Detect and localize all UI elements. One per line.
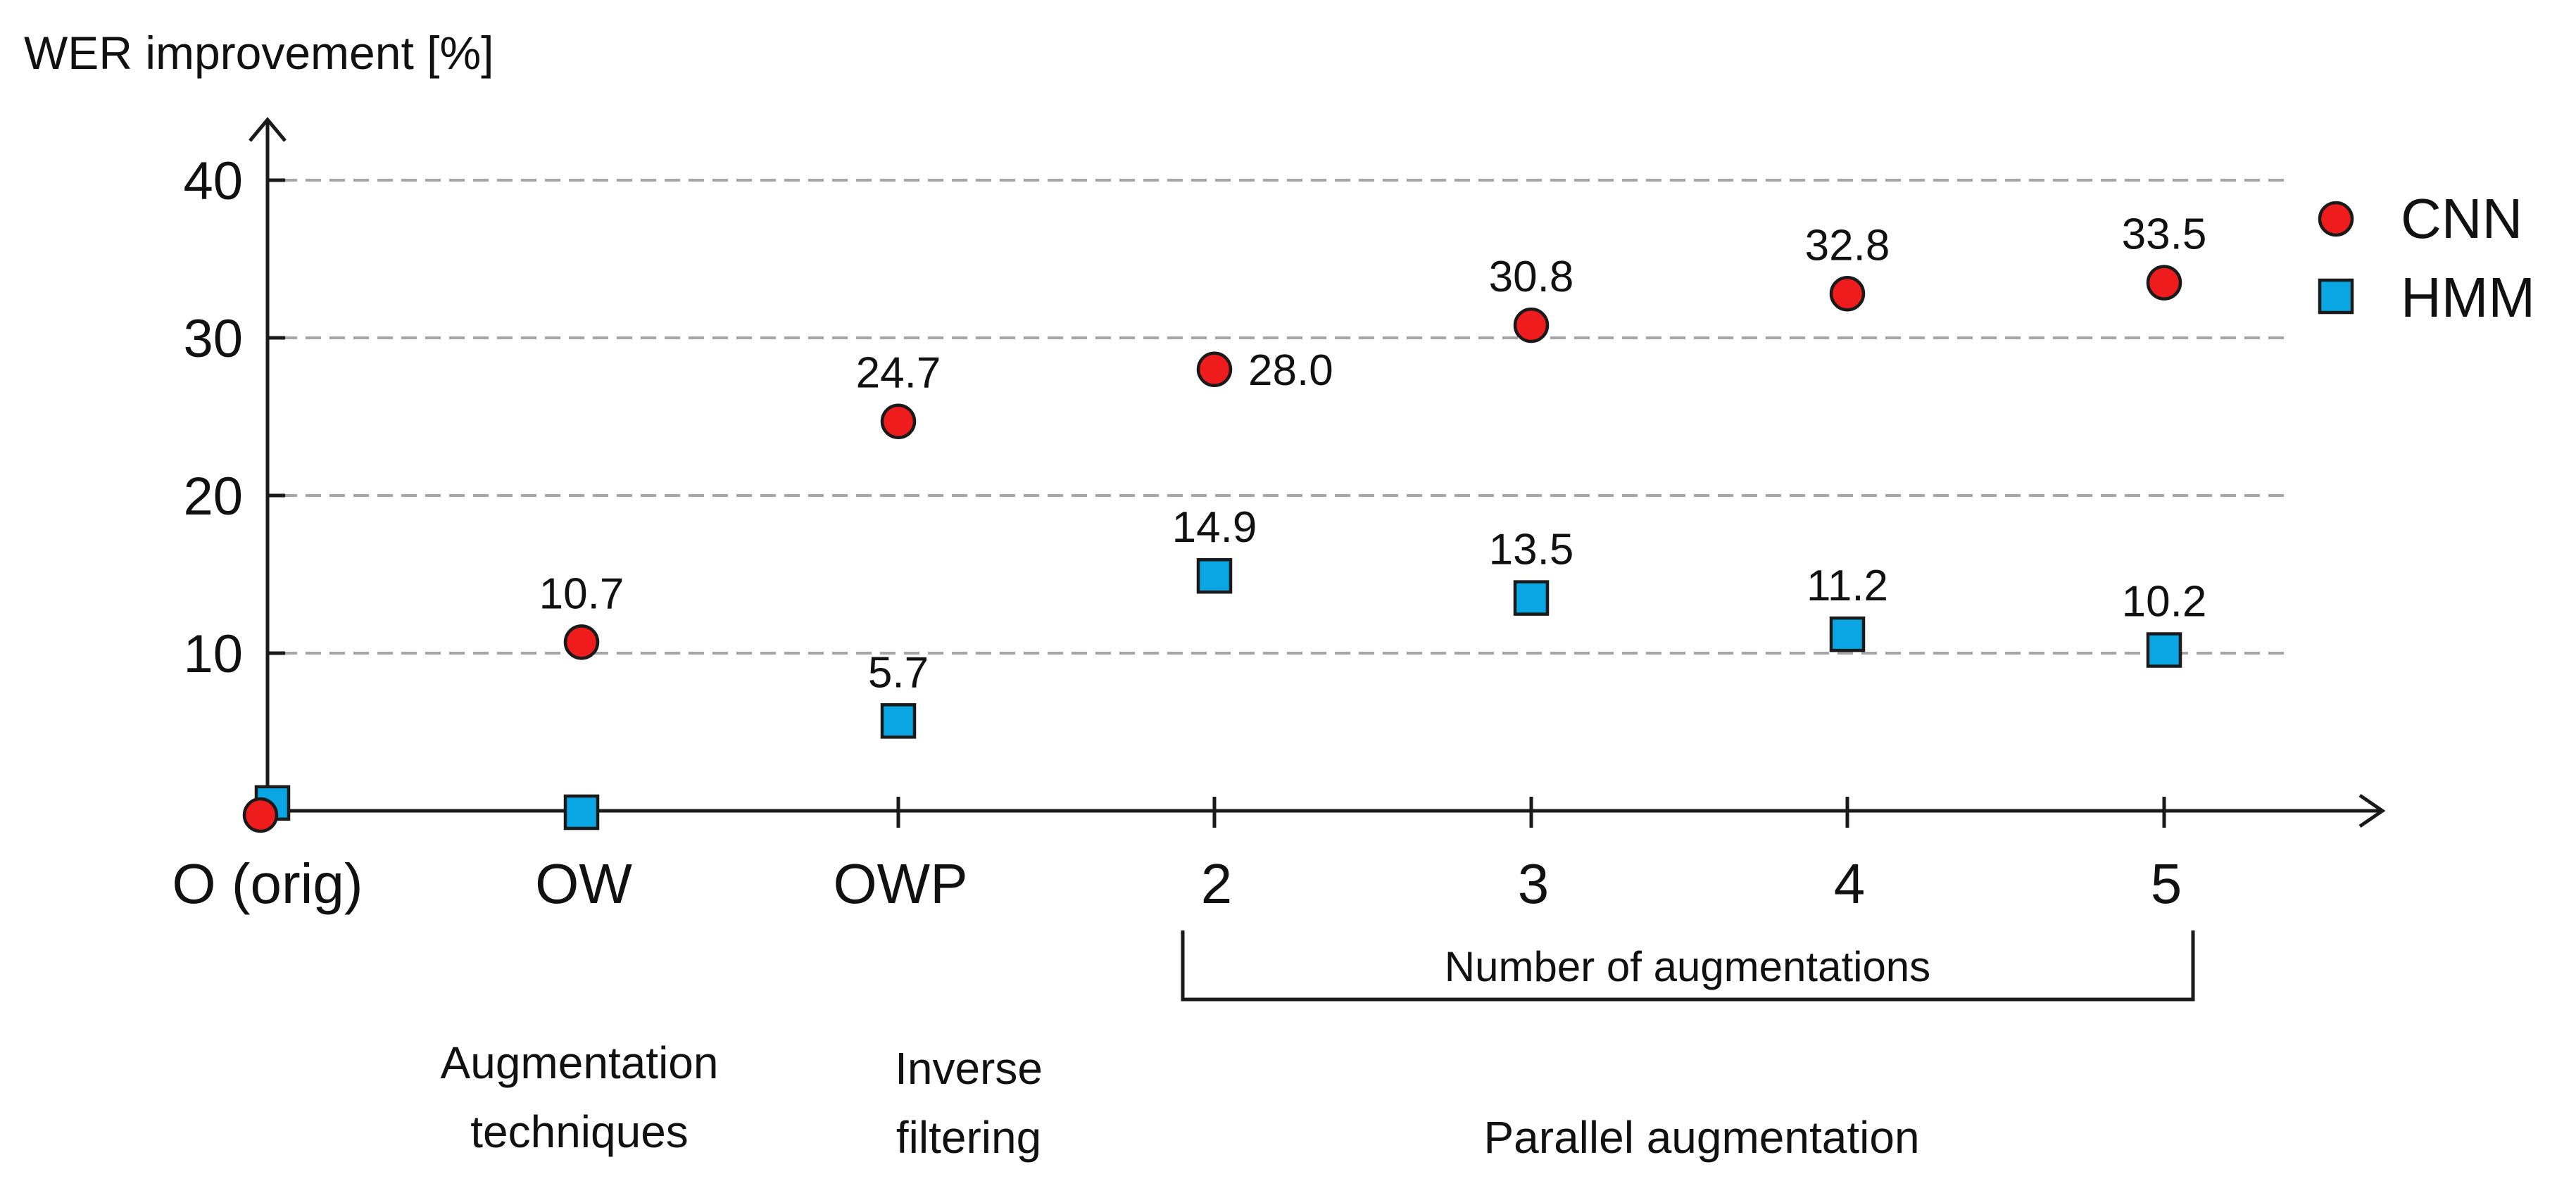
x-tick-label-4: 3 bbox=[1518, 852, 1550, 915]
cnn-point-0 bbox=[242, 797, 279, 833]
hmm-value-label-5: 11.2 bbox=[1807, 562, 1888, 610]
x-tick-label-0: O (orig) bbox=[172, 852, 363, 915]
hmm-value-label-2: 5.7 bbox=[868, 648, 929, 697]
x-tick-label-2: OWP bbox=[833, 852, 967, 915]
hmm-point-2 bbox=[880, 703, 917, 739]
hmm-point-4 bbox=[1513, 580, 1550, 616]
note-augmentation-line2: techniques bbox=[470, 1106, 689, 1157]
hmm-point-1 bbox=[563, 794, 600, 831]
y-ticks: 10 20 30 40 bbox=[183, 151, 285, 684]
cnn-point-4 bbox=[1513, 307, 1550, 343]
hmm-value-label-4: 13.5 bbox=[1489, 526, 1574, 574]
x-ticks: O (orig) OW OWP 2 3 4 5 bbox=[172, 797, 2182, 915]
x-tick-label-5: 4 bbox=[1834, 852, 1866, 915]
cnn-value-label-3: 28.0 bbox=[1248, 346, 1333, 395]
group-notes: Augmentation techniques Inverse filterin… bbox=[441, 1037, 1920, 1163]
legend: CNN HMM bbox=[2318, 187, 2535, 329]
y-axis-arrow-icon bbox=[249, 117, 287, 142]
x-axis-arrow-icon bbox=[2358, 793, 2386, 828]
y-tick-label-40: 40 bbox=[183, 151, 243, 211]
hmm-point-5 bbox=[1829, 616, 1866, 652]
x-tick-label-6: 5 bbox=[2151, 852, 2182, 915]
hmm-value-label-3: 14.9 bbox=[1172, 503, 1257, 552]
legend-hmm-marker bbox=[2318, 278, 2354, 315]
data-marks bbox=[242, 265, 2182, 833]
y-tick-label-10: 10 bbox=[183, 624, 243, 684]
y-tick-label-20: 20 bbox=[183, 467, 243, 526]
bracket-label: Number of augmentations bbox=[1445, 943, 1930, 990]
bracket-line bbox=[1181, 930, 2195, 1002]
hmm-point-6 bbox=[2146, 632, 2182, 668]
note-inverse-line2: filtering bbox=[896, 1112, 1041, 1163]
cnn-value-label-4: 30.8 bbox=[1489, 253, 1574, 301]
cnn-value-label-2: 24.7 bbox=[856, 349, 941, 398]
cnn-point-5 bbox=[1829, 276, 1866, 312]
cnn-value-label-5: 32.8 bbox=[1805, 221, 1890, 270]
cnn-point-6 bbox=[2146, 265, 2182, 301]
cnn-point-1 bbox=[563, 624, 600, 660]
hmm-value-label-6: 10.2 bbox=[2122, 578, 2207, 626]
legend-hmm-label: HMM bbox=[2401, 266, 2535, 329]
data-labels: 10.7 24.7 28.0 30.8 32.8 33.5 5.7 14.9 13.5 11.2 1… bbox=[539, 210, 2207, 698]
legend-cnn-label: CNN bbox=[2401, 187, 2522, 250]
cnn-value-label-6: 33.5 bbox=[2122, 210, 2207, 259]
cnn-value-label-1: 10.7 bbox=[539, 569, 624, 618]
cnn-point-2 bbox=[880, 403, 917, 439]
augmentations-bracket: Number of augmentations bbox=[1181, 930, 2195, 1002]
x-tick-label-1: OW bbox=[535, 852, 632, 915]
x-tick-label-3: 2 bbox=[1201, 852, 1233, 915]
note-augmentation-line1: Augmentation bbox=[441, 1037, 719, 1088]
axes bbox=[249, 117, 2386, 828]
y-tick-label-30: 30 bbox=[183, 309, 243, 369]
note-parallel: Parallel augmentation bbox=[1483, 1112, 1919, 1163]
note-inverse-line1: Inverse bbox=[895, 1043, 1043, 1094]
y-axis-label: WER improvement [%] bbox=[24, 27, 494, 79]
legend-cnn-marker bbox=[2318, 201, 2354, 237]
hmm-point-3 bbox=[1196, 557, 1233, 594]
cnn-point-3 bbox=[1196, 351, 1233, 388]
